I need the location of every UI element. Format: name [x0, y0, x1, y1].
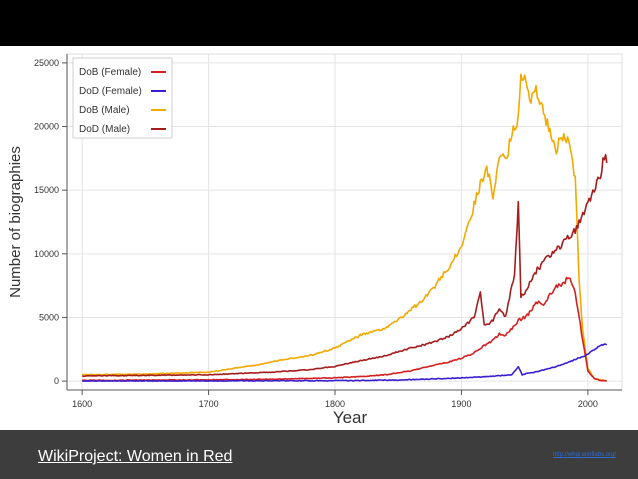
footer-url-link[interactable]: http://whgi.wmflabs.org/	[552, 452, 616, 458]
y-tick-label: 20000	[34, 122, 59, 132]
x-tick-label: 1900	[451, 399, 471, 409]
series-line-1	[82, 343, 608, 382]
footer-bar: WikiProject: Women in Red http://whgi.wm…	[0, 430, 638, 479]
series-line-3	[81, 153, 608, 378]
series-line-0	[82, 276, 607, 382]
legend-label: DoB (Female)	[79, 67, 141, 78]
y-tick-label: 15000	[34, 185, 59, 195]
x-tick-label: 1600	[72, 399, 92, 409]
y-axis-title: Number of biographies	[7, 146, 24, 298]
legend-label: DoD (Male)	[79, 124, 130, 135]
legend-label: DoD (Female)	[79, 86, 142, 97]
chart-panel: 0 5000 10000 15000 20000 25000 1600 1700 1800 190…	[0, 46, 638, 430]
y-tick-label: 10000	[34, 249, 59, 259]
series-line-2	[82, 73, 607, 382]
legend-label: DoB (Male)	[79, 105, 130, 116]
x-tick-label: 1700	[199, 399, 219, 409]
footer-title-link[interactable]: WikiProject: Women in Red	[38, 448, 233, 465]
series-lines	[81, 73, 608, 382]
legend: DoB (Female) DoD (Female) DoB (Male) DoD (M…	[72, 57, 173, 139]
axes	[66, 54, 622, 391]
y-tick-label: 5000	[39, 312, 59, 322]
x-axis-title: Year	[333, 408, 368, 427]
x-tick-label: 2000	[578, 399, 598, 409]
x-tick-label: 1800	[325, 399, 345, 409]
y-tick-label: 25000	[34, 58, 59, 68]
ticks: 0 5000 10000 15000 20000 25000 1600 1700 1800 190…	[34, 58, 598, 409]
line-chart: 0 5000 10000 15000 20000 25000 1600 1700 1800 190…	[7, 53, 623, 427]
y-tick-label: 0	[54, 376, 59, 386]
